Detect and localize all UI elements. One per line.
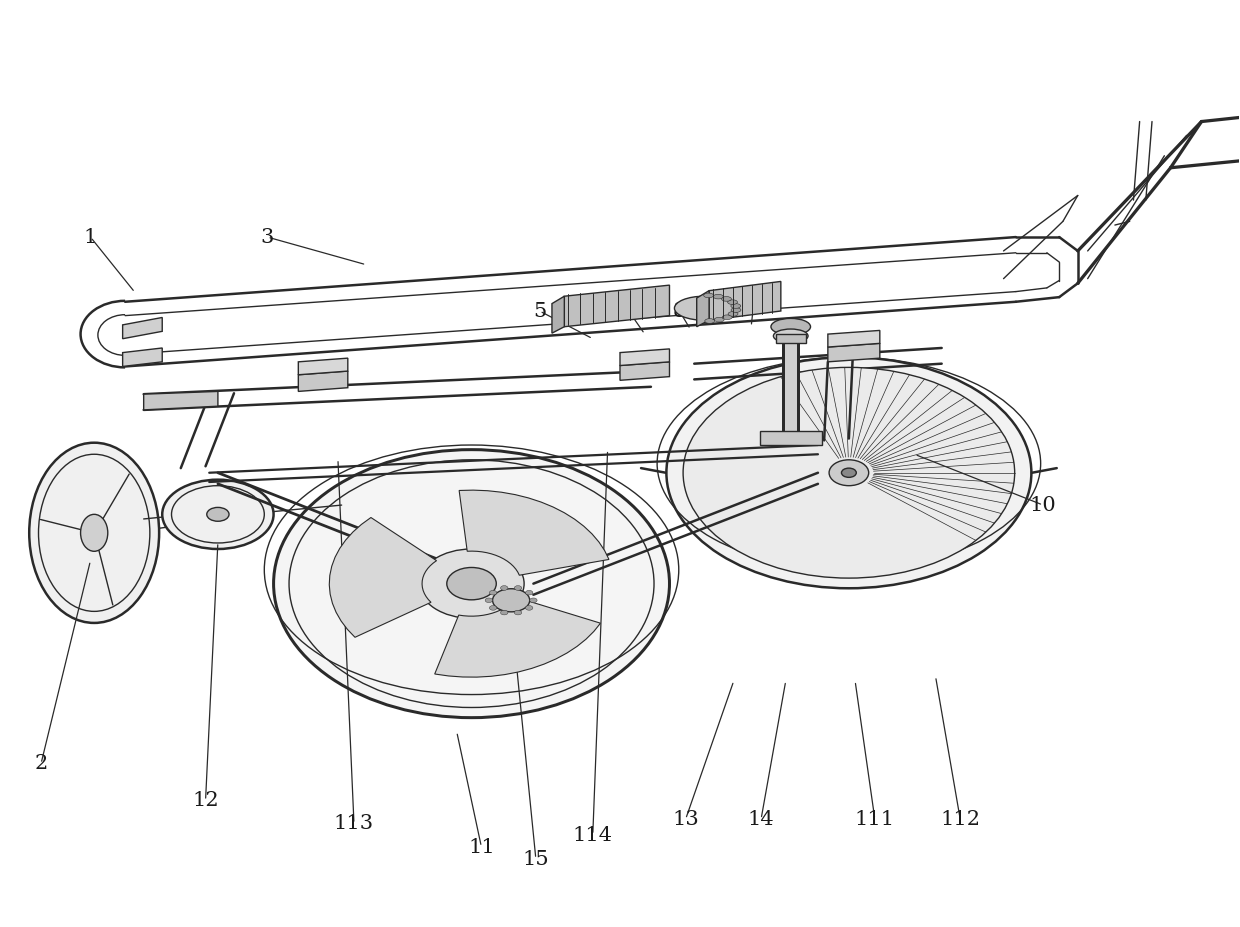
Polygon shape <box>828 343 880 362</box>
Ellipse shape <box>446 567 496 600</box>
Text: 113: 113 <box>334 815 374 833</box>
Ellipse shape <box>485 598 492 603</box>
Polygon shape <box>709 282 781 320</box>
Text: 3: 3 <box>260 227 274 247</box>
Polygon shape <box>828 330 880 347</box>
Ellipse shape <box>713 294 723 298</box>
Polygon shape <box>144 391 218 410</box>
Ellipse shape <box>490 605 497 610</box>
Ellipse shape <box>683 367 1014 578</box>
Text: 2: 2 <box>35 755 47 773</box>
Ellipse shape <box>515 586 522 590</box>
Text: 15: 15 <box>522 849 549 869</box>
Text: 10: 10 <box>1029 496 1056 514</box>
Ellipse shape <box>723 315 732 320</box>
Polygon shape <box>697 291 709 326</box>
Text: 14: 14 <box>748 810 774 829</box>
Ellipse shape <box>666 357 1032 589</box>
Polygon shape <box>776 334 806 343</box>
Ellipse shape <box>704 319 714 324</box>
Polygon shape <box>760 431 822 445</box>
Polygon shape <box>784 343 799 440</box>
Polygon shape <box>123 348 162 366</box>
Ellipse shape <box>419 549 525 618</box>
Text: 9: 9 <box>746 295 760 314</box>
Ellipse shape <box>526 605 533 610</box>
Ellipse shape <box>722 297 732 301</box>
Ellipse shape <box>675 297 734 320</box>
Ellipse shape <box>515 610 522 615</box>
Ellipse shape <box>703 293 713 298</box>
Polygon shape <box>459 490 609 576</box>
Text: 7: 7 <box>622 301 635 321</box>
Ellipse shape <box>774 329 808 343</box>
Text: 11: 11 <box>467 838 495 857</box>
Text: 5: 5 <box>533 301 546 321</box>
Text: 8: 8 <box>673 301 686 321</box>
Polygon shape <box>123 317 162 338</box>
Ellipse shape <box>526 590 533 595</box>
Ellipse shape <box>728 299 738 304</box>
Ellipse shape <box>501 586 508 590</box>
Text: 12: 12 <box>192 792 218 810</box>
Text: 13: 13 <box>672 810 699 829</box>
Text: 1: 1 <box>84 227 97 247</box>
Polygon shape <box>330 517 436 637</box>
Text: 111: 111 <box>854 810 895 829</box>
Ellipse shape <box>30 443 159 623</box>
Ellipse shape <box>714 317 724 322</box>
Polygon shape <box>620 362 670 380</box>
Ellipse shape <box>81 514 108 552</box>
Ellipse shape <box>501 610 508 615</box>
Polygon shape <box>299 358 347 375</box>
Ellipse shape <box>842 468 857 477</box>
Text: 112: 112 <box>940 810 981 829</box>
Polygon shape <box>564 286 670 326</box>
Ellipse shape <box>162 479 274 549</box>
Ellipse shape <box>274 450 670 717</box>
Ellipse shape <box>529 598 537 603</box>
Ellipse shape <box>490 590 497 595</box>
Text: 114: 114 <box>573 826 613 844</box>
Ellipse shape <box>492 589 529 612</box>
Ellipse shape <box>730 304 740 309</box>
Polygon shape <box>435 597 600 677</box>
Ellipse shape <box>732 308 742 312</box>
Ellipse shape <box>771 318 811 335</box>
Polygon shape <box>552 297 564 333</box>
Polygon shape <box>299 371 347 391</box>
Ellipse shape <box>728 311 738 316</box>
Ellipse shape <box>830 460 869 486</box>
Ellipse shape <box>207 507 229 521</box>
Polygon shape <box>620 349 670 365</box>
